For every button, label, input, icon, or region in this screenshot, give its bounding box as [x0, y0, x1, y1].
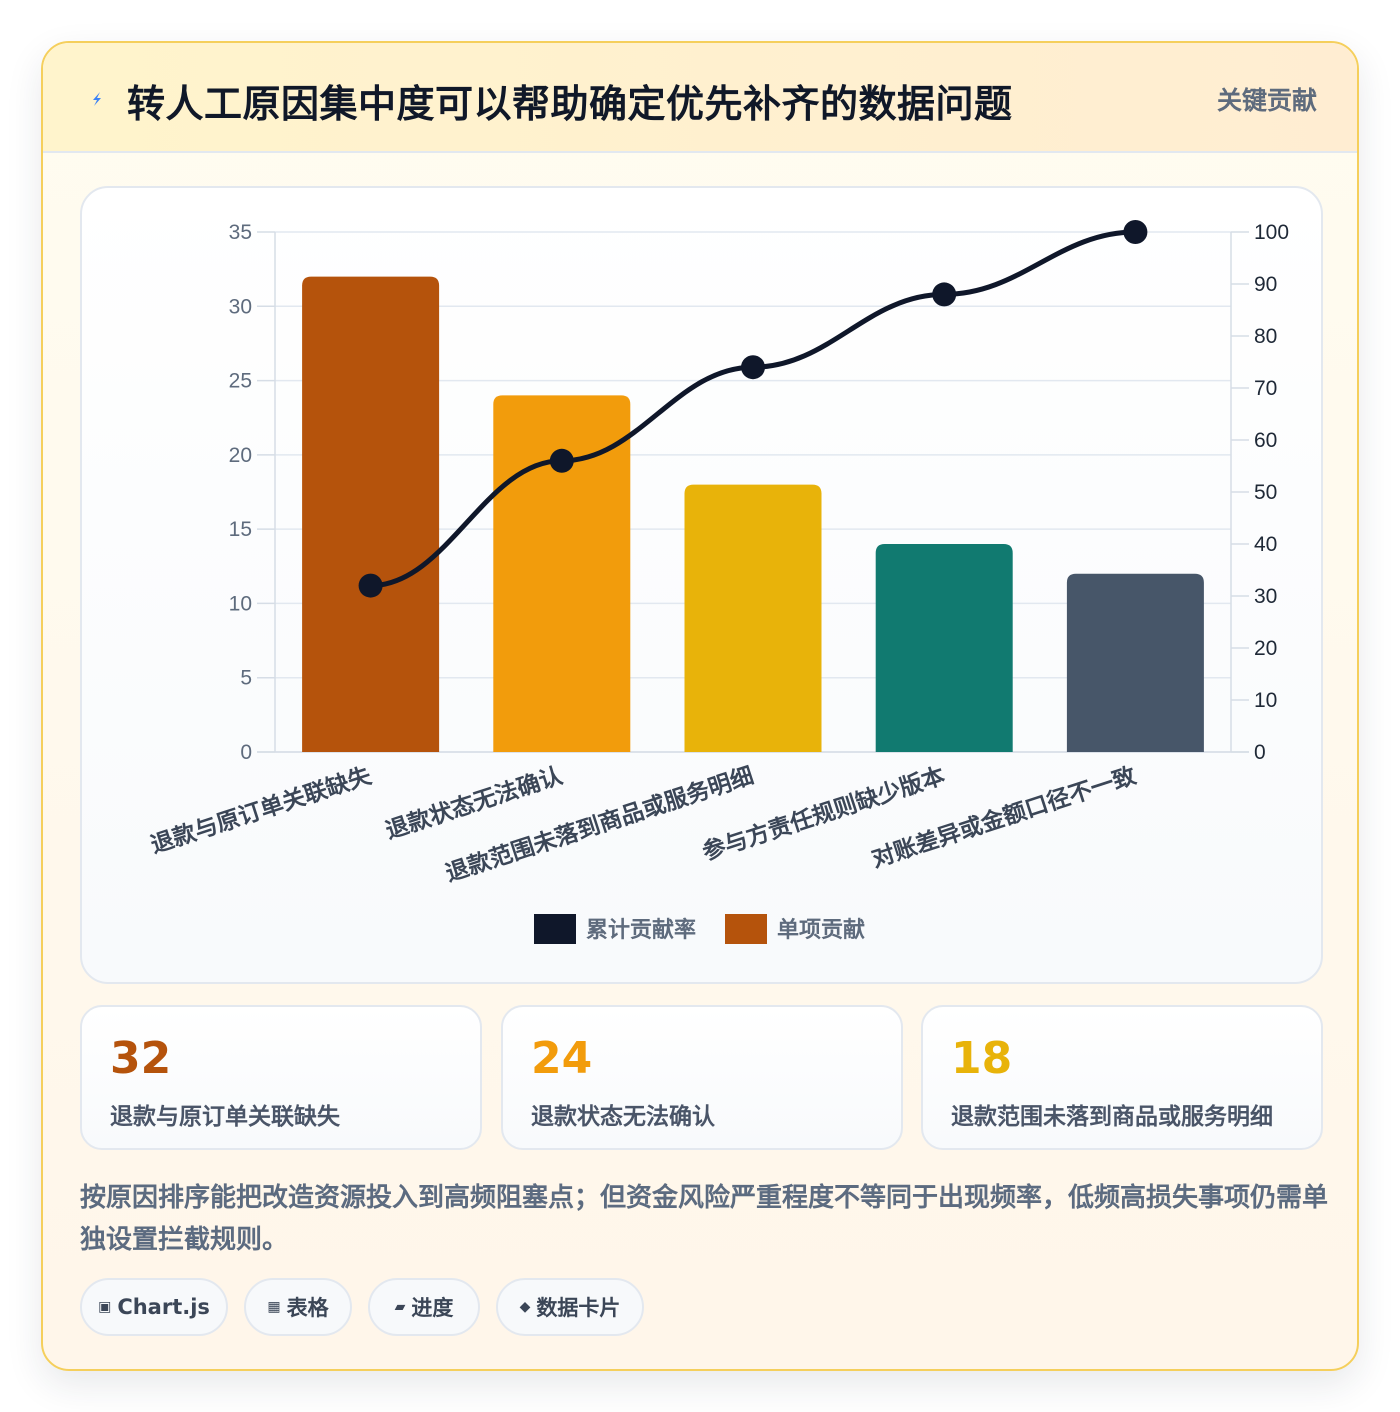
y-right-tick-label: 10 [1254, 689, 1277, 712]
stat-label: 退款范围未落到商品或服务明细 [951, 1104, 1273, 1130]
line-point [358, 573, 383, 598]
y-right-tick-label: 90 [1254, 273, 1277, 296]
diamond-icon: ◆ [519, 1299, 531, 1315]
y-left-tick-label: 25 [229, 370, 252, 393]
tag-table[interactable]: ▦ 表格 [244, 1278, 352, 1336]
legend-label: 单项贡献 [777, 917, 865, 943]
stat-card-2: 24 退款状态无法确认 [501, 1005, 903, 1150]
chart-card: 转人工原因集中度可以帮助确定优先补齐的数据问题 关键贡献 0 5 10 15 20 25 3… [41, 41, 1359, 1371]
x-tick-label: 退款范围未落到商品或服务明细 [442, 762, 757, 887]
summary-text: 按原因排序能把改造资源投入到高频阻塞点；但资金风险严重程度不等同于出现频率，低频… [80, 1183, 1329, 1255]
line-point [549, 448, 574, 473]
stat-value: 32 [110, 1033, 172, 1084]
y-right-tick-label: 0 [1254, 741, 1266, 764]
legend-label: 累计贡献率 [586, 917, 696, 943]
stat-card-3: 18 退款范围未落到商品或服务明细 [921, 1005, 1323, 1150]
legend-swatch [725, 914, 767, 944]
y-left-tick-label: 30 [229, 295, 252, 318]
bar [302, 276, 440, 752]
y-right-tick-label: 50 [1254, 481, 1277, 504]
bar [1066, 573, 1204, 752]
progress-icon: ▰ [394, 1299, 406, 1315]
y-left-tick-label: 10 [229, 592, 252, 615]
tag-label: 进度 [411, 1296, 454, 1320]
bar [493, 395, 631, 752]
tag-progress[interactable]: ▰ 进度 [368, 1278, 480, 1336]
stat-card-1: 32 退款与原订单关联缺失 [80, 1005, 482, 1150]
table-icon: ▦ [267, 1299, 281, 1315]
y-left-tick-label: 5 [240, 667, 252, 690]
line-point [932, 282, 957, 307]
chart-icon: ▣ [98, 1299, 112, 1315]
pareto-chart: 0 5 10 15 20 25 30 35 0 10 20 30 40 50 60 70 80 90 100 退款与原… [147, 220, 1289, 944]
line-point [1123, 220, 1148, 244]
y-right-tick-label: 80 [1254, 325, 1277, 348]
legend-swatch [534, 914, 576, 944]
y-left-tick-label: 35 [229, 221, 252, 244]
y-right-tick-label: 20 [1254, 637, 1277, 660]
y-left-tick-label: 0 [240, 741, 252, 764]
y-left-tick-label: 20 [229, 444, 252, 467]
header-badge: 关键贡献 [1216, 86, 1317, 115]
card-header: 转人工原因集中度可以帮助确定优先补齐的数据问题 关键贡献 [43, 43, 1357, 153]
stat-value: 18 [951, 1033, 1013, 1084]
y-right-tick-label: 40 [1254, 533, 1277, 556]
bar [875, 544, 1013, 752]
y-right-tick-label: 70 [1254, 377, 1277, 400]
tag-label: 数据卡片 [536, 1296, 621, 1320]
stat-label: 退款与原订单关联缺失 [110, 1104, 340, 1130]
tag-chartjs[interactable]: ▣ Chart.js [80, 1278, 228, 1336]
bar [684, 484, 822, 752]
line-point [741, 355, 765, 380]
tag-label: 表格 [286, 1296, 329, 1320]
stat-label: 退款状态无法确认 [531, 1104, 715, 1130]
stat-value: 24 [531, 1033, 593, 1084]
x-tick-label: 退款与原订单关联缺失 [147, 762, 375, 859]
chart-panel: 0 5 10 15 20 25 30 35 0 10 20 30 40 50 60 70 80 90 100 退款与原… [80, 186, 1323, 984]
tag-label: Chart.js [117, 1295, 210, 1319]
lightning-bolt-icon [93, 92, 101, 106]
y-right-tick-label: 30 [1254, 585, 1277, 608]
y-right-tick-label: 100 [1254, 221, 1289, 244]
page-title: 转人工原因集中度可以帮助确定优先补齐的数据问题 [127, 82, 1013, 126]
tag-data-card[interactable]: ◆ 数据卡片 [496, 1278, 644, 1336]
y-left-tick-label: 15 [229, 518, 252, 541]
y-right-tick-label: 60 [1254, 429, 1277, 452]
